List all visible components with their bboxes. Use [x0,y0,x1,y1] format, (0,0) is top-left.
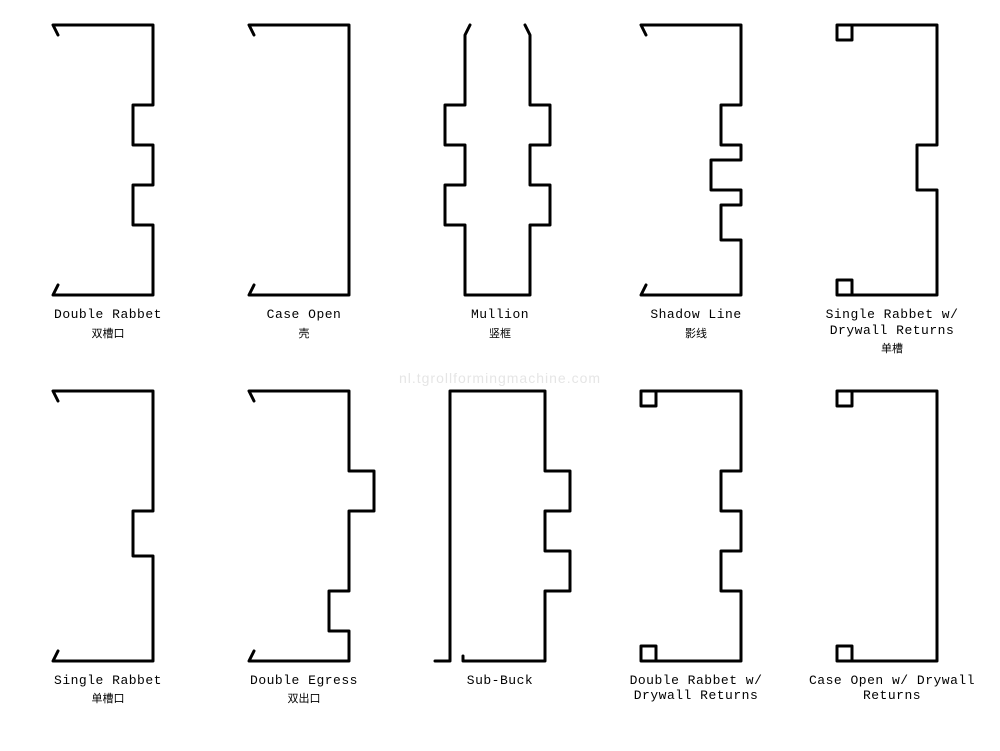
profile-label-en: Case Open [267,307,342,323]
profile-cell: Case Open 壳 [206,10,402,376]
profile-cell: Mullion 竖框 [402,10,598,376]
profile-label-cn: 双槽口 [92,325,125,341]
profile-label-en: Case Open w/ Drywall Returns [799,673,985,704]
profile-label-cn: 单槽 [881,340,903,356]
profile-cell: Case Open w/ Drywall Returns [794,376,990,742]
profile-shape-double-rabbet-drywall [611,381,781,671]
profile-label-cn: 影线 [685,325,707,341]
profile-label-en: Mullion [471,307,529,323]
profile-cell: Single Rabbet w/ Drywall Returns 单槽 [794,10,990,376]
profile-label-cn: 双出口 [288,690,321,706]
profile-shape-case-open [219,15,389,305]
profile-shape-single-rabbet [23,381,193,671]
profile-label-en: Double Egress [250,673,358,689]
profile-cell: Double Rabbet 双槽口 [10,10,206,376]
profile-label-en: Single Rabbet w/ Drywall Returns [799,307,985,338]
profile-cell: Single Rabbet 单槽口 [10,376,206,742]
profile-label-en: Sub-Buck [467,673,533,689]
profile-label-cn: 壳 [299,325,310,341]
profile-label-en: Double Rabbet [54,307,162,323]
profile-shape-double-rabbet [23,15,193,305]
profile-grid: Double Rabbet 双槽口 Case Open 壳 Mullion 竖框… [0,0,1000,751]
profile-label-en: Single Rabbet [54,673,162,689]
profile-cell: Sub-Buck [402,376,598,742]
profile-label-en: Double Rabbet w/ Drywall Returns [603,673,789,704]
profile-shape-single-rabbet-drywall [807,15,977,305]
profile-shape-double-egress [219,381,389,671]
profile-shape-shadow-line [611,15,781,305]
profile-shape-case-open-drywall [807,381,977,671]
profile-label-cn: 单槽口 [92,690,125,706]
profile-label-en: Shadow Line [650,307,741,323]
profile-cell: Shadow Line 影线 [598,10,794,376]
profile-shape-sub-buck [415,381,585,671]
profile-label-cn: 竖框 [489,325,511,341]
profile-cell: Double Egress 双出口 [206,376,402,742]
profile-shape-mullion [415,15,585,305]
profile-cell: Double Rabbet w/ Drywall Returns [598,376,794,742]
